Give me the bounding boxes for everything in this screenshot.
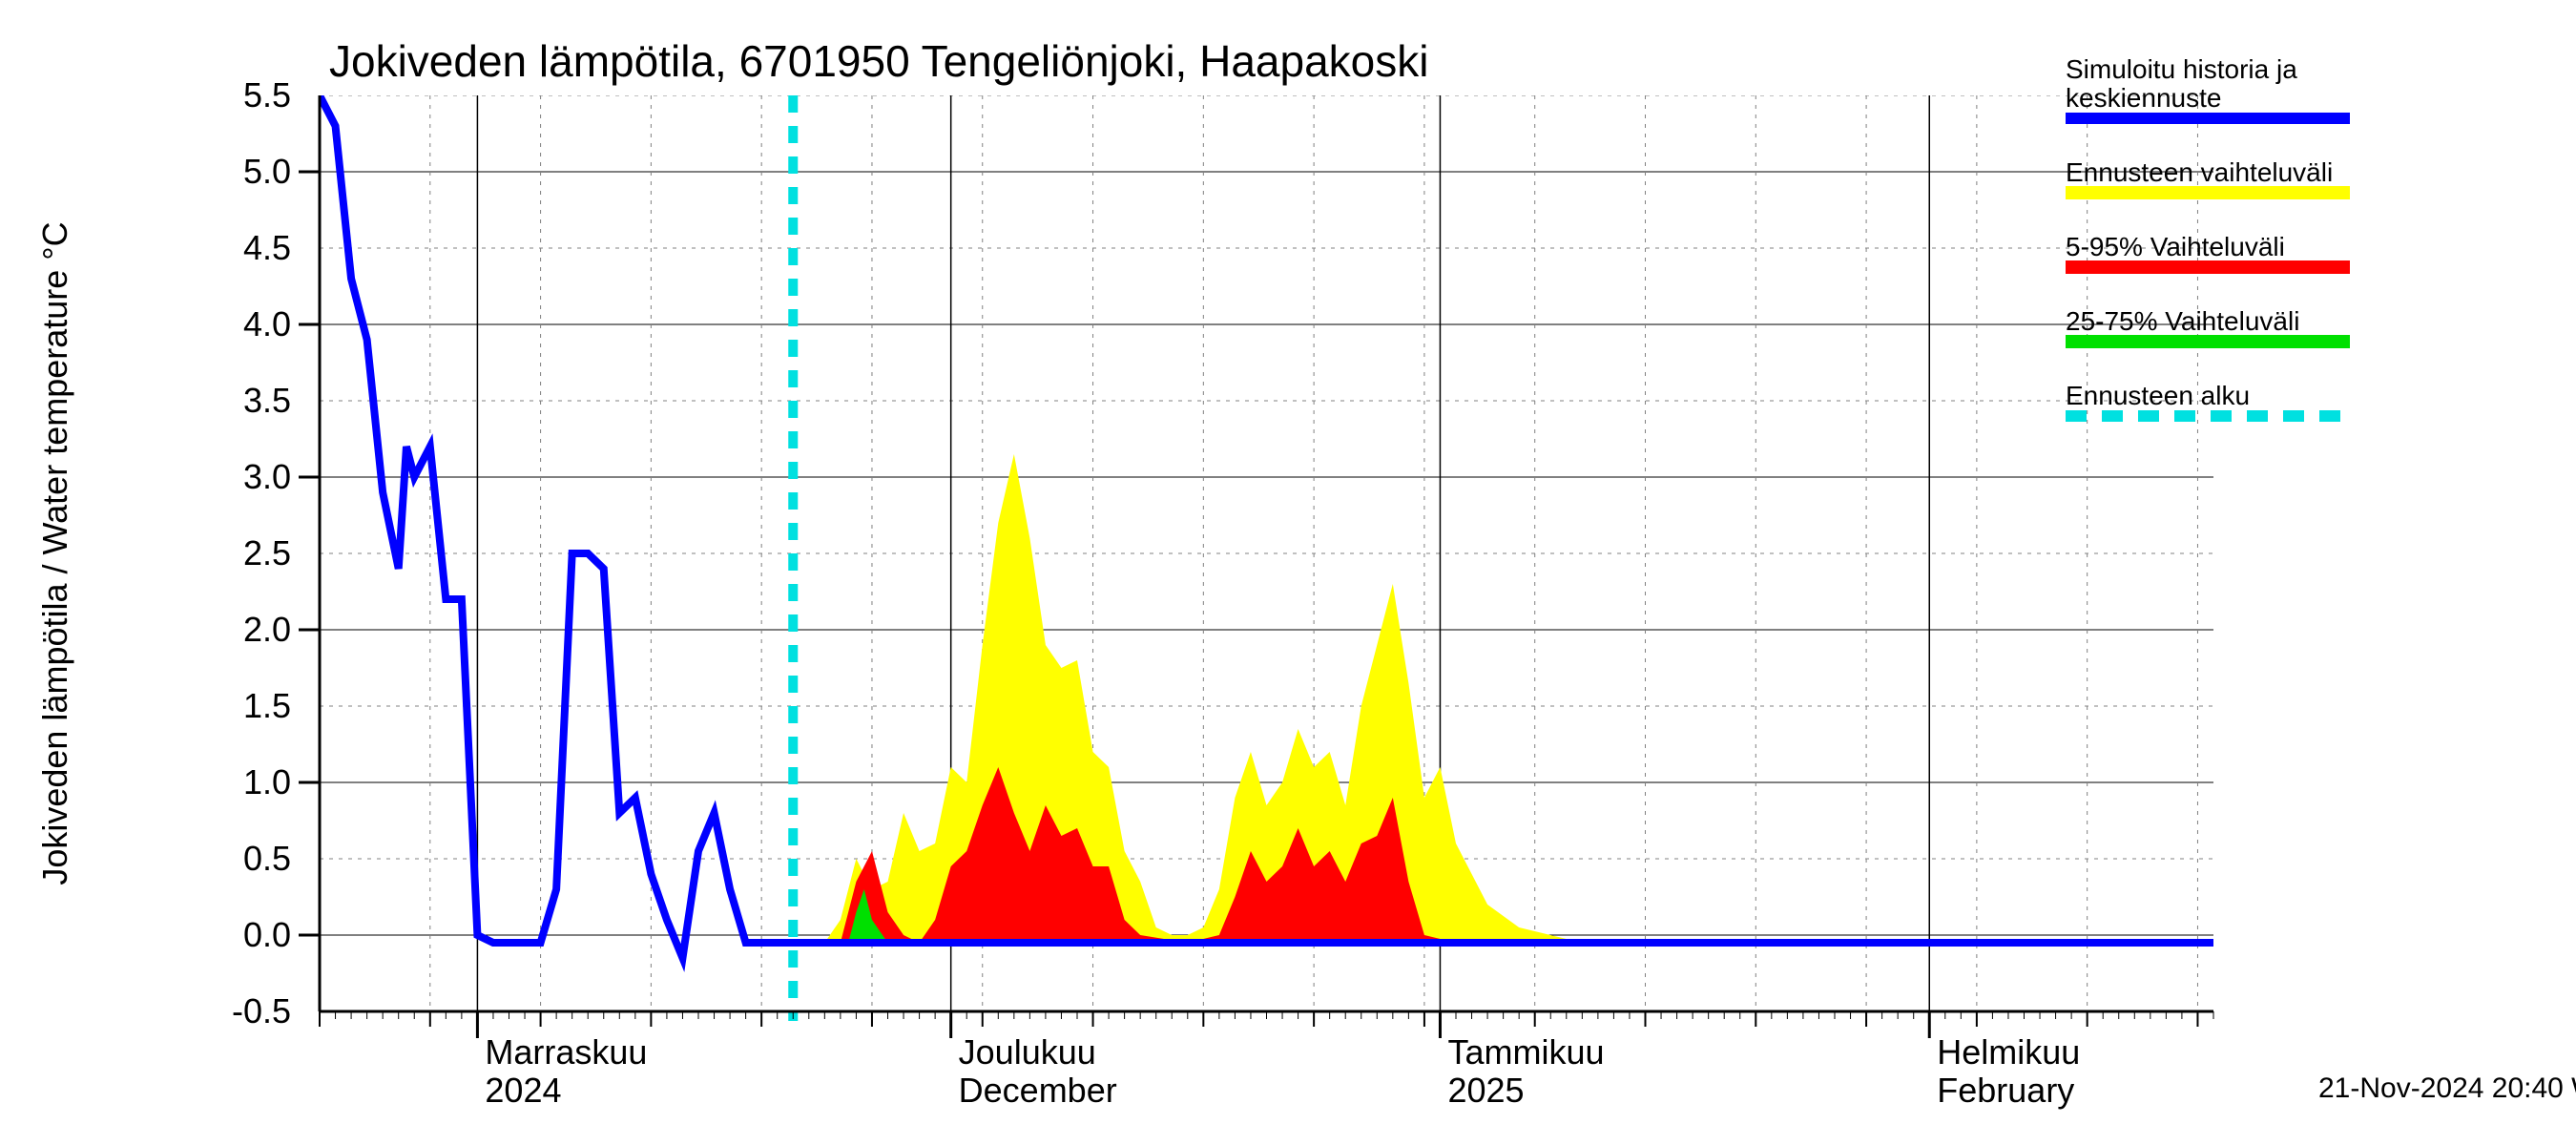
legend-label: Ennusteen alku	[2066, 381, 2250, 410]
x-month-label: Marraskuu	[485, 1032, 647, 1072]
y-tick-label: 3.0	[243, 457, 291, 496]
legend-swatch	[2066, 260, 2350, 274]
x-month-label: Helmikuu	[1937, 1032, 2080, 1072]
legend-label: Ennusteen vaihteluväli	[2066, 157, 2333, 187]
y-tick-label: 2.5	[243, 533, 291, 572]
chart-container: -0.5 0.0 0.5 1.0 1.5 2.0 2.5 3.0 3.5 4.0 4.5 5.0 5.5…	[0, 0, 2576, 1145]
y-tick-label: 0.5	[243, 839, 291, 878]
y-tick-label: 1.5	[243, 686, 291, 725]
x-month-label: Tammikuu	[1447, 1032, 1604, 1072]
legend-swatch	[2066, 186, 2350, 199]
y-tick-label: 4.0	[243, 304, 291, 344]
legend-swatch	[2066, 335, 2350, 348]
y-tick-label: 3.5	[243, 381, 291, 420]
y-tick-label: 0.0	[243, 915, 291, 954]
y-tick-label: 2.0	[243, 610, 291, 649]
y-tick-label: 1.0	[243, 762, 291, 802]
y-tick-label: -0.5	[232, 991, 291, 1030]
chart-title: Jokiveden lämpötila, 6701950 Tengeliönjo…	[329, 36, 1428, 86]
y-axis-title: Jokiveden lämpötila / Water temperature …	[35, 221, 74, 885]
legend-label: 25-75% Vaihteluväli	[2066, 306, 2299, 336]
x-month-sublabel: 2025	[1447, 1071, 1524, 1110]
y-tick-label: 5.5	[243, 75, 291, 114]
legend-label: keskiennuste	[2066, 83, 2221, 113]
legend-label: Simuloitu historia ja	[2066, 54, 2297, 84]
x-month-sublabel: 2024	[485, 1071, 561, 1110]
x-month-sublabel: December	[959, 1071, 1117, 1110]
y-tick-label: 5.0	[243, 152, 291, 191]
footer-timestamp: 21-Nov-2024 20:40 WSFS-O	[2318, 1072, 2576, 1104]
y-tick-label: 4.5	[243, 228, 291, 267]
legend-label: 5-95% Vaihteluväli	[2066, 232, 2285, 261]
chart-svg: -0.5 0.0 0.5 1.0 1.5 2.0 2.5 3.0 3.5 4.0 4.5 5.0 5.5…	[0, 0, 2576, 1145]
x-month-label: Joulukuu	[959, 1032, 1096, 1072]
x-month-sublabel: February	[1937, 1071, 2074, 1110]
